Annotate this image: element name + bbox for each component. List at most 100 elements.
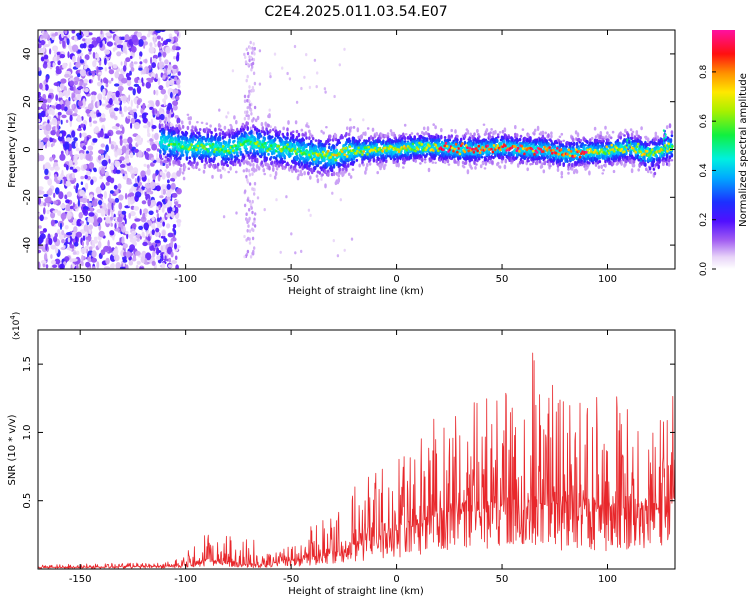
heatmap-cell — [284, 136, 287, 141]
heatmap-cell — [113, 254, 120, 262]
heatmap-cell — [252, 71, 256, 76]
heatmap-cell — [92, 60, 97, 68]
heatmap-cell — [63, 176, 67, 185]
heatmap-cell — [102, 88, 106, 96]
heatmap-cell — [79, 189, 85, 197]
heatmap-cell — [116, 216, 123, 223]
heatmap-cell — [319, 160, 323, 165]
heatmap-cell — [69, 119, 73, 128]
heatmap-cell — [121, 145, 127, 154]
heatmap-cell — [43, 202, 47, 207]
heatmap-cell — [80, 59, 84, 64]
heatmap-cell — [209, 124, 212, 128]
heatmap-cell — [85, 153, 92, 161]
heatmap-cell — [159, 113, 165, 121]
heatmap-cell — [127, 115, 131, 119]
heatmap-cell — [46, 98, 52, 103]
heatmap-cell — [142, 125, 149, 129]
heatmap-cell — [58, 191, 64, 200]
heatmap-cell — [75, 141, 78, 148]
heatmap-cell — [218, 108, 221, 112]
heatmap-cell — [337, 177, 341, 183]
heatmap-cell — [55, 187, 60, 195]
heatmap-cell — [147, 126, 150, 135]
heatmap-cell — [192, 131, 195, 136]
heatmap-cell — [560, 170, 564, 176]
heatmap-cell — [43, 207, 46, 215]
heatmap-cell — [122, 173, 125, 177]
heatmap-cell — [154, 132, 159, 141]
heatmap-cell — [541, 130, 545, 134]
heatmap-cell — [250, 51, 254, 55]
heatmap-cell — [422, 126, 426, 131]
heatmap-cell — [375, 132, 379, 137]
heatmap-cell — [167, 69, 171, 75]
heatmap-cell — [88, 116, 92, 123]
heatmap-cell — [355, 158, 359, 162]
heatmap-cell — [504, 151, 508, 155]
heatmap-cell — [110, 263, 114, 269]
heatmap-cell — [88, 32, 93, 36]
heatmap-cell — [176, 79, 181, 85]
heatmap-cell — [48, 39, 51, 46]
heatmap-cell — [93, 168, 97, 173]
heatmap-cell — [90, 179, 94, 186]
heatmap-cell — [45, 196, 52, 203]
heatmap-cell — [123, 251, 127, 257]
heatmap-cell — [133, 206, 140, 211]
heatmap-cell — [174, 201, 179, 206]
heatmap-cell — [91, 242, 96, 249]
heatmap-cell — [403, 140, 407, 143]
heatmap-cell — [133, 61, 138, 65]
heatmap-cell — [62, 90, 69, 97]
heatmap-cell — [246, 106, 249, 110]
heatmap-cell — [146, 168, 151, 176]
heatmap-cell — [82, 38, 86, 42]
heatmap-cell — [156, 255, 161, 261]
heatmap-cell — [193, 160, 196, 164]
heatmap-cell — [347, 163, 350, 168]
heatmap-cell — [81, 116, 84, 121]
heatmap-cell — [243, 94, 247, 99]
heatmap-cell — [129, 70, 132, 76]
heatmap-cell — [86, 150, 89, 155]
heatmap-cell — [232, 162, 235, 167]
heatmap-cell — [160, 139, 164, 144]
heatmap-cell — [38, 261, 41, 269]
heatmap-cell — [435, 133, 438, 137]
heatmap-cell — [334, 133, 338, 138]
heatmap-cell — [173, 151, 176, 155]
heatmap-cell — [105, 181, 110, 186]
heatmap-cell — [255, 157, 259, 162]
heatmap-cell — [560, 157, 564, 163]
heatmap-cell — [119, 138, 123, 146]
heatmap-cell — [156, 35, 161, 40]
heatmap-cell — [253, 246, 256, 250]
heatmap-cell — [155, 227, 160, 233]
heatmap-cell — [233, 139, 236, 143]
heatmap-cell — [440, 134, 443, 140]
heatmap-cell — [105, 153, 109, 161]
heatmap-cell — [165, 146, 169, 151]
heatmap-cell — [45, 75, 49, 83]
heatmap-cell — [47, 178, 53, 186]
heatmap-cell — [263, 152, 267, 157]
heatmap-cell — [229, 166, 232, 171]
heatmap-cell — [296, 175, 300, 181]
heatmap-cell — [106, 104, 112, 108]
heatmap-cell — [53, 139, 57, 143]
heatmap-cell — [136, 238, 140, 242]
heatmap-cell — [491, 160, 494, 165]
heatmap-cell — [297, 173, 301, 177]
heatmap-cell — [52, 210, 58, 214]
heatmap-cell — [259, 134, 263, 138]
heatmap-cell — [253, 217, 256, 222]
heatmap-cell — [151, 229, 155, 236]
heatmap-cell — [330, 168, 334, 173]
heatmap-cell — [72, 202, 75, 208]
heatmap-cell — [346, 126, 349, 130]
heatmap-cell — [553, 145, 557, 149]
heatmap-cell — [286, 136, 289, 140]
heatmap-cell — [384, 159, 388, 162]
heatmap-cell — [250, 112, 253, 116]
